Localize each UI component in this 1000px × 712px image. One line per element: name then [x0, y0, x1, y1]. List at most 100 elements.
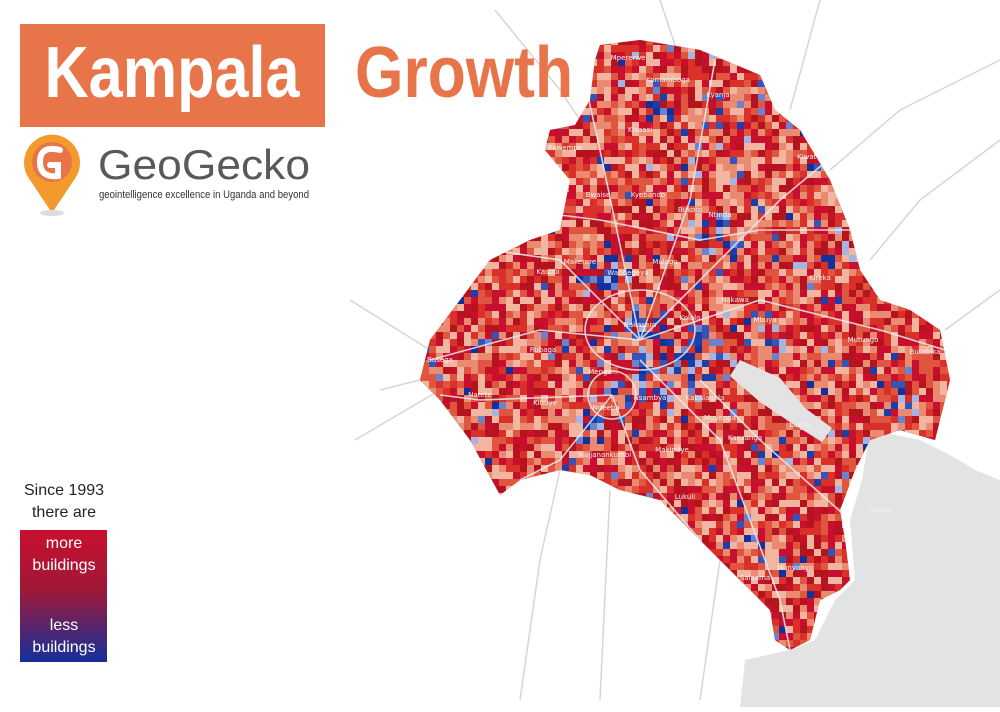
map-cell	[429, 199, 436, 206]
map-cell	[667, 367, 674, 374]
map-cell	[716, 346, 723, 353]
map-cell	[653, 332, 660, 339]
map-cell	[744, 486, 751, 493]
map-cell	[499, 577, 506, 584]
map-cell	[681, 374, 688, 381]
map-cell	[751, 304, 758, 311]
map-cell	[555, 542, 562, 549]
map-cell	[723, 66, 730, 73]
map-cell	[667, 633, 674, 640]
map-cell	[702, 374, 709, 381]
map-cell	[723, 430, 730, 437]
map-cell	[429, 423, 436, 430]
map-cell	[513, 542, 520, 549]
map-cell	[618, 290, 625, 297]
map-cell	[527, 409, 534, 416]
map-cell	[436, 423, 443, 430]
map-cell	[800, 451, 807, 458]
map-cell	[632, 73, 639, 80]
map-cell	[604, 612, 611, 619]
map-cell	[786, 339, 793, 346]
map-cell	[681, 521, 688, 528]
map-cell	[436, 584, 443, 591]
map-cell	[541, 290, 548, 297]
map-cell	[695, 626, 702, 633]
map-cell	[420, 318, 422, 325]
map-cell	[506, 612, 513, 619]
map-cell	[485, 241, 492, 248]
map-cell	[716, 262, 723, 269]
map-cell	[534, 472, 541, 479]
map-cell	[716, 101, 723, 108]
map-cell	[695, 164, 702, 171]
map-cell	[548, 640, 555, 647]
map-cell	[646, 66, 653, 73]
map-cell	[583, 374, 590, 381]
map-cell	[478, 178, 485, 185]
map-cell	[499, 444, 506, 451]
map-cell	[443, 493, 450, 500]
map-cell	[478, 339, 485, 346]
map-cell	[758, 192, 765, 199]
map-cell	[541, 115, 548, 122]
map-cell	[779, 472, 786, 479]
map-cell	[420, 486, 422, 493]
map-cell	[660, 108, 667, 115]
map-cell	[667, 129, 674, 136]
map-cell	[576, 353, 583, 360]
map-cell	[744, 73, 751, 80]
map-cell	[513, 143, 520, 150]
map-cell	[688, 542, 695, 549]
map-cell	[744, 395, 751, 402]
map-cell	[443, 304, 450, 311]
map-cell	[548, 290, 555, 297]
map-cell	[653, 633, 660, 640]
map-cell	[569, 346, 576, 353]
map-cell	[492, 276, 499, 283]
map-cell	[751, 164, 758, 171]
map-cell	[485, 647, 492, 650]
map-cell	[730, 136, 737, 143]
map-cell	[786, 192, 793, 199]
map-cell	[765, 521, 772, 528]
map-cell	[485, 164, 492, 171]
map-cell	[534, 360, 541, 367]
map-cell	[485, 493, 492, 500]
map-cell	[639, 171, 646, 178]
map-cell	[793, 248, 800, 255]
map-cell	[555, 640, 562, 647]
map-cell	[499, 213, 506, 220]
map-cell	[576, 514, 583, 521]
map-cell	[744, 40, 751, 45]
map-cell	[702, 227, 709, 234]
map-cell	[492, 535, 499, 542]
map-cell	[716, 178, 723, 185]
map-cell	[618, 150, 625, 157]
map-cell	[800, 563, 807, 570]
map-cell	[751, 255, 758, 262]
map-cell	[597, 269, 604, 276]
map-cell	[660, 549, 667, 556]
map-cell	[646, 59, 653, 66]
map-cell	[569, 220, 576, 227]
map-cell	[436, 514, 443, 521]
map-cell	[660, 94, 667, 101]
map-cell	[590, 40, 597, 45]
map-cell	[674, 346, 681, 353]
map-cell	[457, 143, 464, 150]
map-cell	[436, 164, 443, 171]
map-cell	[478, 248, 485, 255]
map-cell	[478, 591, 485, 598]
map-cell	[639, 633, 646, 640]
map-cell	[513, 178, 520, 185]
map-cell	[443, 171, 450, 178]
map-cell	[429, 374, 436, 381]
map-cell	[527, 465, 534, 472]
map-cell	[457, 339, 464, 346]
map-cell	[429, 654, 436, 661]
map-cell	[751, 500, 758, 507]
map-cell	[485, 318, 492, 325]
map-cell	[667, 276, 674, 283]
map-cell	[646, 591, 653, 598]
map-cell	[520, 353, 527, 360]
